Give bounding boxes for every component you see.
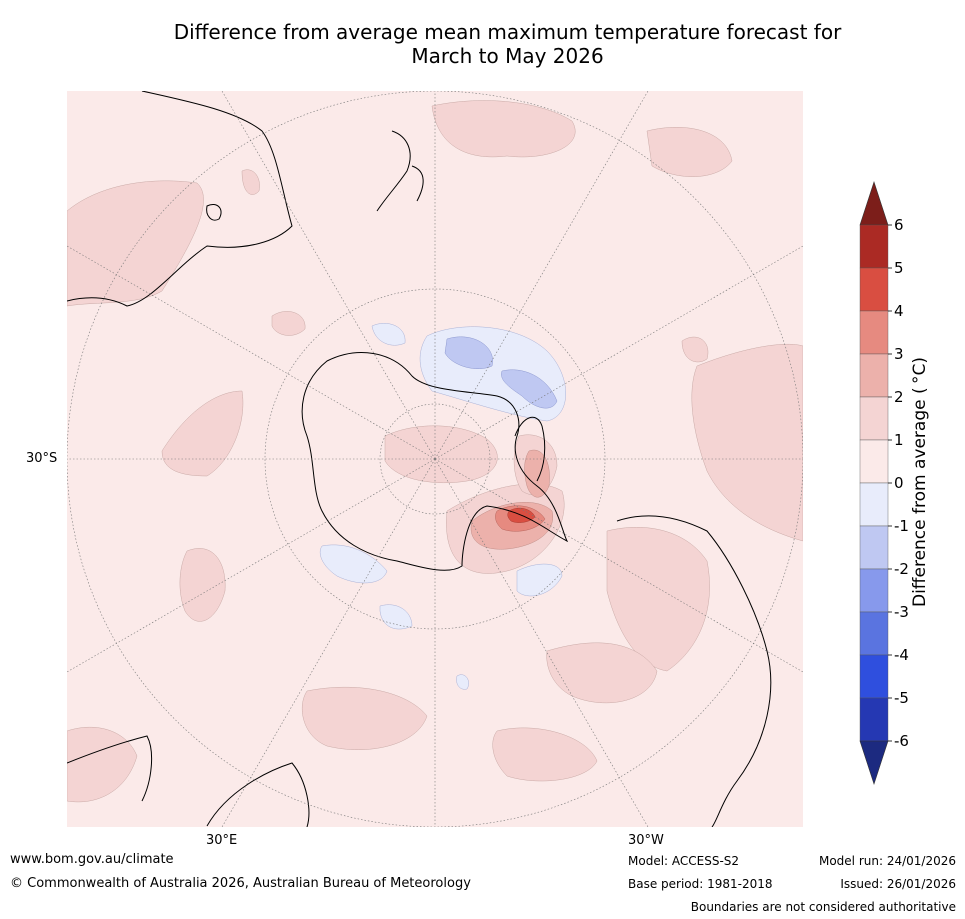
colorbar-segment	[859, 310, 889, 355]
graticule-meridian-120w	[434, 245, 803, 460]
anomaly-area-east-antarctica	[384, 425, 498, 484]
colorbar-segment	[859, 482, 889, 527]
lon-label-30w: 30°W	[628, 833, 664, 848]
colorbar-tick-label: -6	[894, 732, 909, 750]
footer-model: Model: ACCESS-S2	[628, 854, 740, 868]
anomaly-area-ross-west	[371, 323, 406, 346]
anomaly-area-patagonia	[546, 642, 658, 704]
anomaly-minus-2-to-minus-1	[444, 336, 558, 409]
colorbar-extend-min	[859, 740, 889, 785]
anomaly-area-pacific-east	[681, 336, 709, 363]
colorbar-segment	[859, 353, 889, 398]
colorbar-tick-label: 2	[894, 388, 904, 406]
new-zealand-south-coastline	[411, 165, 424, 202]
colorbar-tick-label: 3	[894, 345, 904, 363]
anomaly-area-south-african-coast	[67, 727, 138, 803]
lat-label-30s: 30°S	[26, 451, 58, 466]
anomaly-1-to-2	[67, 100, 803, 803]
madagascar-coastline	[206, 762, 310, 827]
colorbar-tick-label: -1	[894, 517, 909, 535]
new-zealand-north-coastline	[376, 130, 411, 212]
anomaly-area-south-america	[606, 527, 710, 672]
anomaly-area-far-south	[492, 727, 598, 782]
colorbar-segment	[859, 654, 889, 699]
colorbar-segment	[859, 267, 889, 312]
colorbar-tick-label: -2	[894, 560, 909, 578]
anomaly-area-small-cool	[456, 674, 469, 690]
anomaly-area-ross-sea-cool-east	[501, 369, 558, 409]
anomaly-area-southern-ocean-cool	[379, 604, 413, 630]
anomaly-area-southern-ocean-low	[301, 686, 428, 750]
australia-coastline	[67, 91, 293, 307]
graticule-meridian-150w	[434, 91, 649, 460]
antarctic-peninsula-coastline	[514, 416, 546, 482]
colorbar-tick-label: -4	[894, 646, 909, 664]
title-line-2: March to May 2026	[411, 44, 604, 68]
footer-website[interactable]: www.bom.gov.au/climate	[10, 852, 174, 867]
colorbar-segments	[859, 181, 889, 785]
anomaly-area-ross-sea-cool	[444, 336, 493, 369]
colorbar-ticks: 6 5 4 3 2 1 0 -1 -2 -3 -4 -5 -6	[888, 216, 909, 750]
title-line-1: Difference from average mean maximum tem…	[173, 20, 842, 44]
anomaly-area-amundsen-cool	[516, 563, 563, 597]
colorbar-tick-label: 5	[894, 259, 904, 277]
anomaly-area-southern-africa	[67, 180, 204, 307]
footer-issued: Issued: 26/01/2026	[840, 877, 956, 891]
colorbar-segment	[859, 525, 889, 570]
colorbar-tick-label: 4	[894, 302, 904, 320]
footer-model-run: Model run: 24/01/2026	[818, 854, 956, 868]
colorbar-tick-label: 0	[894, 474, 904, 492]
forecast-map	[67, 91, 803, 827]
colorbar-label: Difference from average ( °C)	[910, 356, 930, 608]
africa-south-coastline	[67, 735, 152, 802]
anomaly-area-indian-ocean	[161, 390, 244, 477]
colorbar-tick-label: -3	[894, 603, 909, 621]
anomaly-area-southern-ocean-mid	[179, 548, 226, 622]
anomaly-area-east-antarctica-cool	[319, 544, 388, 584]
anomaly-area-new-zealand-sea	[431, 100, 576, 158]
colorbar-tick-label: 1	[894, 431, 904, 449]
colorbar-segment	[859, 611, 889, 656]
footer-disclaimer: Boundaries are not considered authoritat…	[690, 900, 956, 914]
graticule-meridian-60e	[67, 458, 436, 673]
colorbar-segment	[859, 396, 889, 441]
graticule-circle-60s	[379, 403, 491, 515]
tasmania-coastline	[206, 204, 222, 221]
graticule-meridian-30w	[434, 458, 649, 827]
colorbar-segment	[859, 568, 889, 613]
anomaly-area-south-atlantic	[691, 343, 803, 542]
south-america-coastline	[616, 515, 772, 827]
footer-copyright: © Commonwealth of Australia 2026, Austra…	[10, 876, 471, 891]
colorbar-tick-label: -5	[894, 689, 909, 707]
graticule-meridian-150e	[221, 91, 436, 460]
anomaly-area-tasman-small	[241, 169, 260, 195]
anomaly-area-indian-small	[271, 311, 306, 336]
graticule	[67, 91, 803, 827]
colorbar-extend-max	[859, 181, 889, 226]
lon-label-30e: 30°E	[206, 833, 238, 848]
graticule-circle-45s	[264, 288, 606, 630]
graticule-meridian-120e	[67, 245, 436, 460]
antarctica-coastline	[301, 352, 569, 571]
footer-base-period: Base period: 1981-2018	[628, 877, 773, 891]
colorbar-segment	[859, 439, 889, 484]
colorbar-segment	[859, 697, 889, 742]
anomaly-area-north-pacific	[646, 127, 733, 177]
graticule-meridian-30e	[221, 458, 436, 827]
colorbar: 6 5 4 3 2 1 0 -1 -2 -3 -4 -5 -6	[859, 181, 909, 785]
colorbar-segment	[859, 224, 889, 269]
colorbar-tick-label: 6	[894, 216, 904, 234]
graticule-meridian-60w	[434, 458, 803, 673]
chart-title: Difference from average mean maximum tem…	[0, 20, 965, 68]
coastlines	[67, 91, 772, 827]
